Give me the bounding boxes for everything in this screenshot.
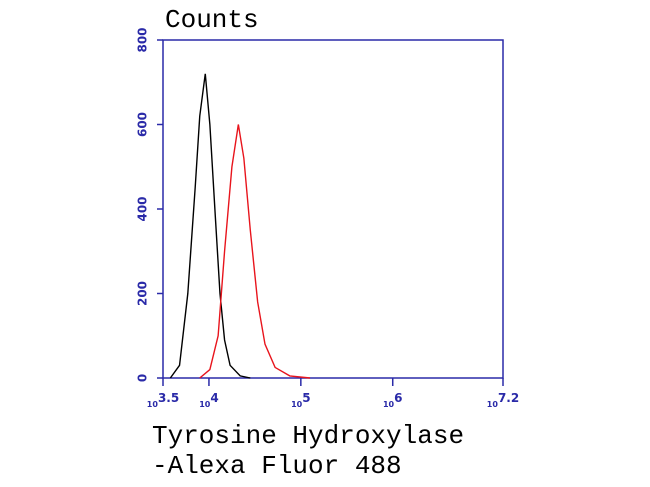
x-tick-exponent: 4 — [210, 391, 218, 405]
x-tick-base: 10 — [147, 400, 159, 409]
plot-frame — [162, 39, 504, 379]
y-tick-label: 200 — [136, 281, 150, 306]
histogram-line — [169, 73, 251, 379]
x-tick-base: 10 — [199, 400, 211, 409]
y-tick-label: 400 — [136, 196, 150, 221]
x-tick-base: 10 — [487, 400, 499, 409]
histogram-line — [199, 124, 311, 379]
x-tick-label: 103.5 — [147, 391, 179, 409]
x-tick-label: 106 — [383, 391, 403, 409]
chart-title: Counts — [165, 5, 259, 35]
x-tick-label: 105 — [291, 391, 311, 409]
x-tick-exponent: 5 — [302, 391, 310, 405]
x-tick-exponent: 6 — [394, 391, 402, 405]
y-tick-label: 800 — [136, 27, 150, 52]
x-tick-base: 10 — [291, 400, 303, 409]
x-tick-exponent: 7.2 — [498, 391, 519, 405]
x-axis-label: -Alexa Fluor 488 — [152, 451, 402, 481]
x-tick-base: 10 — [383, 400, 395, 409]
x-tick-label: 104 — [199, 391, 219, 409]
y-tick-label: 600 — [136, 112, 150, 137]
x-tick-label: 107.2 — [487, 391, 519, 409]
y-tick-label: 0 — [136, 374, 150, 382]
x-axis-label: Tyrosine Hydroxylase — [152, 421, 464, 451]
x-tick-exponent: 3.5 — [158, 391, 179, 405]
